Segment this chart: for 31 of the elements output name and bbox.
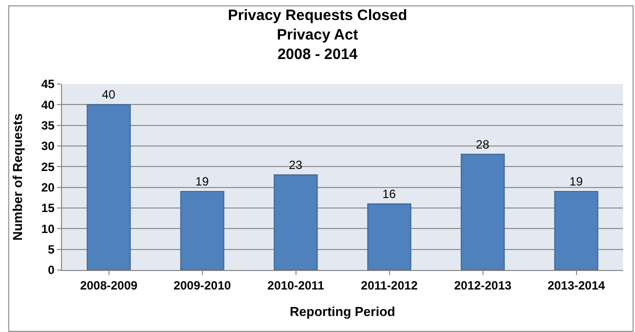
x-tick-label: 2009-2010 <box>174 278 232 292</box>
bar <box>86 104 131 270</box>
y-tick-label: 30 <box>41 139 55 154</box>
x-tick-label: 2008-2009 <box>80 278 138 292</box>
y-tick-label: 40 <box>41 98 55 112</box>
bar <box>367 203 412 270</box>
x-tick-label: 2010-2011 <box>267 278 324 292</box>
data-label: 19 <box>195 174 210 188</box>
x-tick-label: 2012-2013 <box>454 278 512 292</box>
chart-title: Privacy Requests Closed Privacy Act 2008 - 2014 <box>228 6 408 63</box>
x-tick-label: 2011-2012 <box>360 278 418 292</box>
y-tick-label: 20 <box>41 180 55 195</box>
y-tick-label: 5 <box>48 242 55 257</box>
y-tick-label: 25 <box>41 160 55 174</box>
data-label: 19 <box>569 174 584 188</box>
y-tick-label: 10 <box>41 222 55 236</box>
y-tick-label: 35 <box>41 118 55 133</box>
y-tick-label: 0 <box>48 263 55 278</box>
y-tick-label: 45 <box>41 77 55 92</box>
data-label: 16 <box>382 186 396 201</box>
data-label: 40 <box>102 88 116 102</box>
bar <box>180 190 224 270</box>
y-tick-label: 15 <box>41 201 55 216</box>
bar <box>274 174 318 270</box>
y-axis-title: Number of Requests <box>10 113 26 241</box>
data-label: 28 <box>476 137 490 152</box>
x-tick-label: 2013-2014 <box>548 278 606 292</box>
x-axis-title: Reporting Period <box>290 304 396 319</box>
bar <box>554 190 598 270</box>
data-label: 23 <box>288 158 303 172</box>
bar <box>460 154 505 270</box>
